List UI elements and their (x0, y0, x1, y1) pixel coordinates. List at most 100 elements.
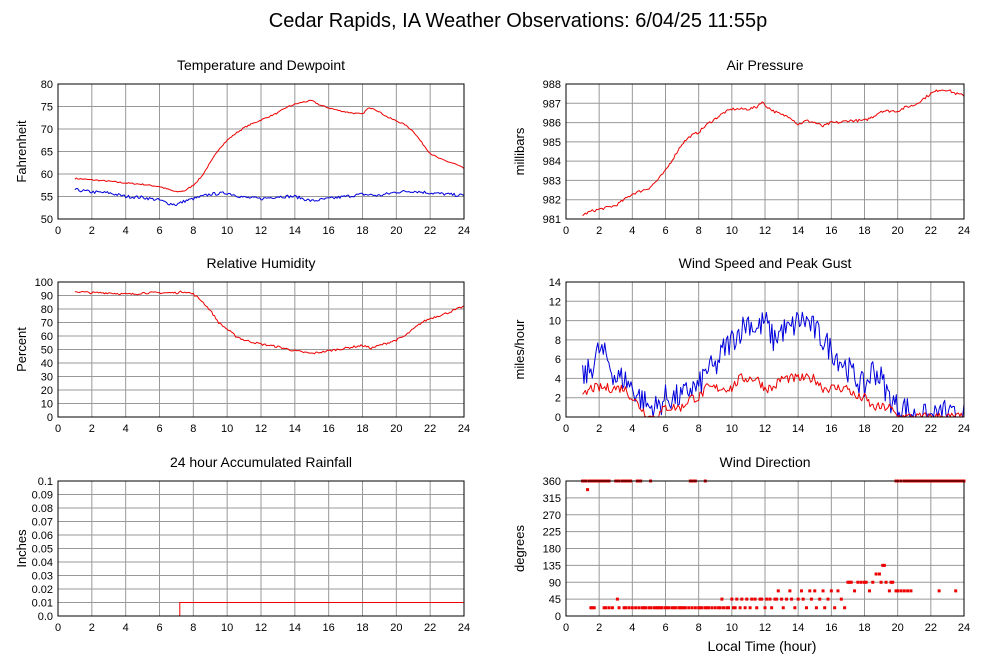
x-tick-label: 12 (759, 622, 771, 634)
data-point (753, 597, 757, 601)
x-tick-label: 24 (958, 225, 970, 237)
data-point (677, 606, 681, 610)
data-point (664, 606, 667, 610)
data-point (773, 597, 777, 601)
data-point (727, 606, 731, 610)
y-tick-label: 0.0 (38, 611, 53, 623)
x-tick-label: 2 (89, 423, 95, 435)
x-tick-label: 24 (458, 622, 470, 634)
y-tick-label: 50 (41, 214, 53, 226)
data-point (748, 606, 752, 610)
y-tick-label: 100 (35, 277, 53, 289)
data-point (896, 589, 900, 593)
data-point (665, 606, 669, 610)
data-point (713, 606, 717, 610)
data-point (731, 606, 735, 610)
x-tick-label: 6 (662, 225, 668, 237)
data-point (634, 606, 638, 610)
x-tick-label: 18 (356, 622, 368, 634)
data-point (813, 589, 817, 593)
y-tick-label: 10 (41, 399, 53, 411)
x-tick-label: 0 (55, 423, 61, 435)
data-point (801, 597, 805, 601)
data-point (647, 606, 651, 610)
x-tick-label: 10 (726, 423, 738, 435)
data-point (853, 589, 857, 593)
x-tick-label: 6 (662, 622, 668, 634)
data-point (720, 597, 724, 601)
x-tick-label: 18 (858, 225, 870, 237)
plot-frame (57, 480, 465, 617)
x-tick-label: 10 (726, 622, 738, 634)
data-point (856, 580, 860, 584)
x-tick-label: 24 (958, 423, 970, 435)
x-tick-label: 8 (696, 225, 702, 237)
x-tick-label: 22 (925, 622, 937, 634)
y-axis-label: Fahrenheit (14, 120, 29, 183)
main-title: Cedar Rapids, IA Weather Observations: 6… (269, 10, 767, 32)
data-point (765, 597, 769, 601)
data-point (642, 606, 646, 610)
data-point (790, 597, 794, 601)
x-tick-label: 18 (356, 225, 368, 237)
x-tick-label: 16 (323, 225, 335, 237)
data-point (899, 589, 903, 593)
y-tick-label: 90 (549, 577, 561, 589)
y-tick-label: 0.05 (32, 544, 53, 556)
y-tick-label: 70 (41, 318, 53, 330)
data-point (654, 606, 658, 610)
y-tick-label: 986 (543, 118, 561, 130)
y-tick-label: 70 (41, 124, 53, 136)
x-tick-label: 16 (825, 225, 837, 237)
data-point (826, 597, 830, 601)
data-point (745, 597, 749, 601)
x-tick-label: 8 (696, 622, 702, 634)
data-point (891, 580, 895, 584)
panel-humidity: 0 2 4 6 8 10 12 14 16 18 20 22 240102030405060708090… (14, 255, 470, 435)
x-tick-label: 2 (89, 622, 95, 634)
y-tick-label: 981 (543, 214, 561, 226)
data-point (849, 580, 853, 584)
data-point (863, 580, 866, 584)
x-tick-label: 22 (424, 423, 436, 435)
plot-frame (565, 83, 965, 220)
y-tick-label: 90 (41, 291, 53, 303)
x-tick-label: 16 (323, 423, 335, 435)
x-tick-label: 24 (458, 423, 470, 435)
x-tick-label: 8 (190, 225, 196, 237)
y-tick-label: 30 (41, 372, 53, 384)
data-point (887, 589, 891, 593)
y-tick-label: 984 (543, 156, 561, 168)
data-point (906, 589, 910, 593)
x-tick-label: 18 (858, 622, 870, 634)
panel-title: 24 hour Accumulated Rainfall (170, 454, 352, 470)
series-line (582, 89, 965, 217)
series-line (74, 188, 465, 206)
plot-frame (57, 83, 465, 220)
x-tick-label: 2 (89, 225, 95, 237)
y-tick-label: 0.08 (32, 503, 53, 515)
x-tick-label: 18 (356, 423, 368, 435)
y-tick-label: 60 (41, 331, 53, 343)
panel-title: Relative Humidity (207, 255, 316, 271)
x-tick-label: 20 (390, 423, 402, 435)
y-tick-label: 2 (555, 393, 561, 405)
data-point (836, 589, 840, 593)
y-tick-label: 0 (47, 412, 53, 424)
y-tick-label: 360 (543, 476, 561, 488)
y-tick-label: 982 (543, 195, 561, 207)
data-point (683, 606, 687, 610)
y-tick-label: 0.09 (32, 490, 53, 502)
data-point (672, 606, 676, 610)
y-tick-label: 0.04 (32, 557, 53, 569)
data-point (882, 563, 886, 567)
series-line (74, 99, 465, 193)
y-tick-label: 0.01 (32, 598, 53, 610)
data-point (829, 589, 833, 593)
data-point (657, 606, 661, 610)
data-point (859, 580, 863, 584)
x-tick-label: 0 (563, 622, 569, 634)
data-point (680, 606, 684, 610)
panel-title: Wind Direction (719, 454, 810, 470)
data-point (591, 606, 595, 610)
